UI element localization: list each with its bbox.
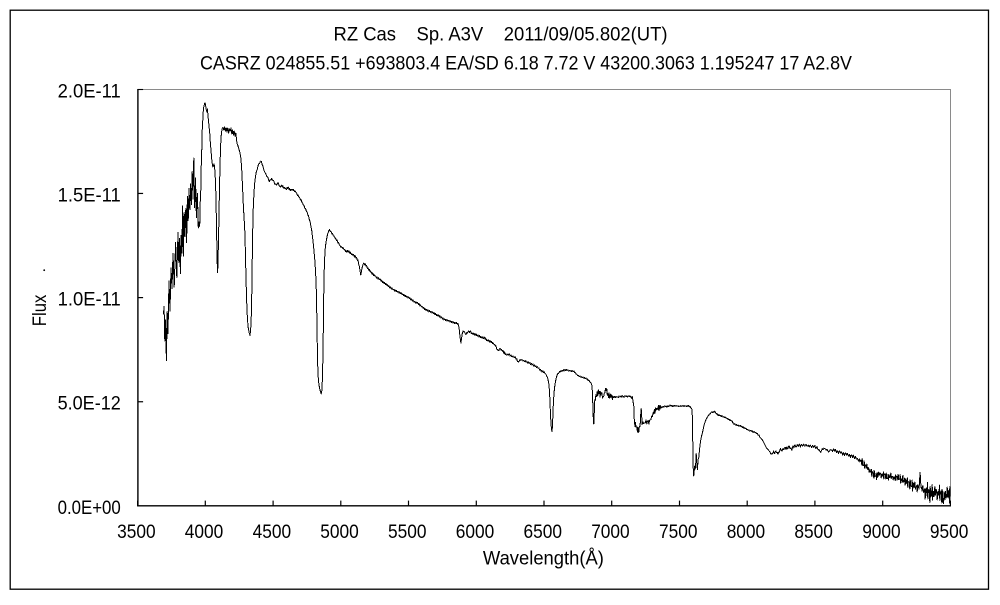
svg-text:6500: 6500 xyxy=(524,522,563,543)
svg-text:4500: 4500 xyxy=(253,522,292,543)
svg-text:6000: 6000 xyxy=(456,522,495,543)
svg-text:8000: 8000 xyxy=(727,522,766,543)
svg-text:Flux: Flux xyxy=(30,294,51,326)
svg-text:5000: 5000 xyxy=(320,522,359,543)
svg-text:CASRZ 024855.51 +693803.4 EA/S: CASRZ 024855.51 +693803.4 EA/SD 6.18 7.7… xyxy=(200,54,852,75)
svg-text:1.5E-11: 1.5E-11 xyxy=(58,186,121,207)
svg-text:5500: 5500 xyxy=(388,522,427,543)
svg-text:8500: 8500 xyxy=(794,522,833,543)
svg-text:3500: 3500 xyxy=(117,522,156,543)
svg-text:7000: 7000 xyxy=(591,522,630,543)
svg-text:1.0E-11: 1.0E-11 xyxy=(58,290,121,311)
svg-text:2.0E-11: 2.0E-11 xyxy=(58,81,121,102)
svg-text:RZ Cas Sp. A3V 2011/09/0: RZ Cas Sp. A3V 2011/09/05.802(UT) xyxy=(334,25,668,46)
svg-text:7500: 7500 xyxy=(659,522,698,543)
svg-text:4000: 4000 xyxy=(185,522,224,543)
svg-text:0.0E+00: 0.0E+00 xyxy=(58,498,121,519)
svg-text:5.0E-12: 5.0E-12 xyxy=(58,394,121,415)
svg-text:Wavelength(Å): Wavelength(Å) xyxy=(483,548,604,569)
svg-text:9000: 9000 xyxy=(862,522,901,543)
svg-text:9500: 9500 xyxy=(930,522,969,543)
